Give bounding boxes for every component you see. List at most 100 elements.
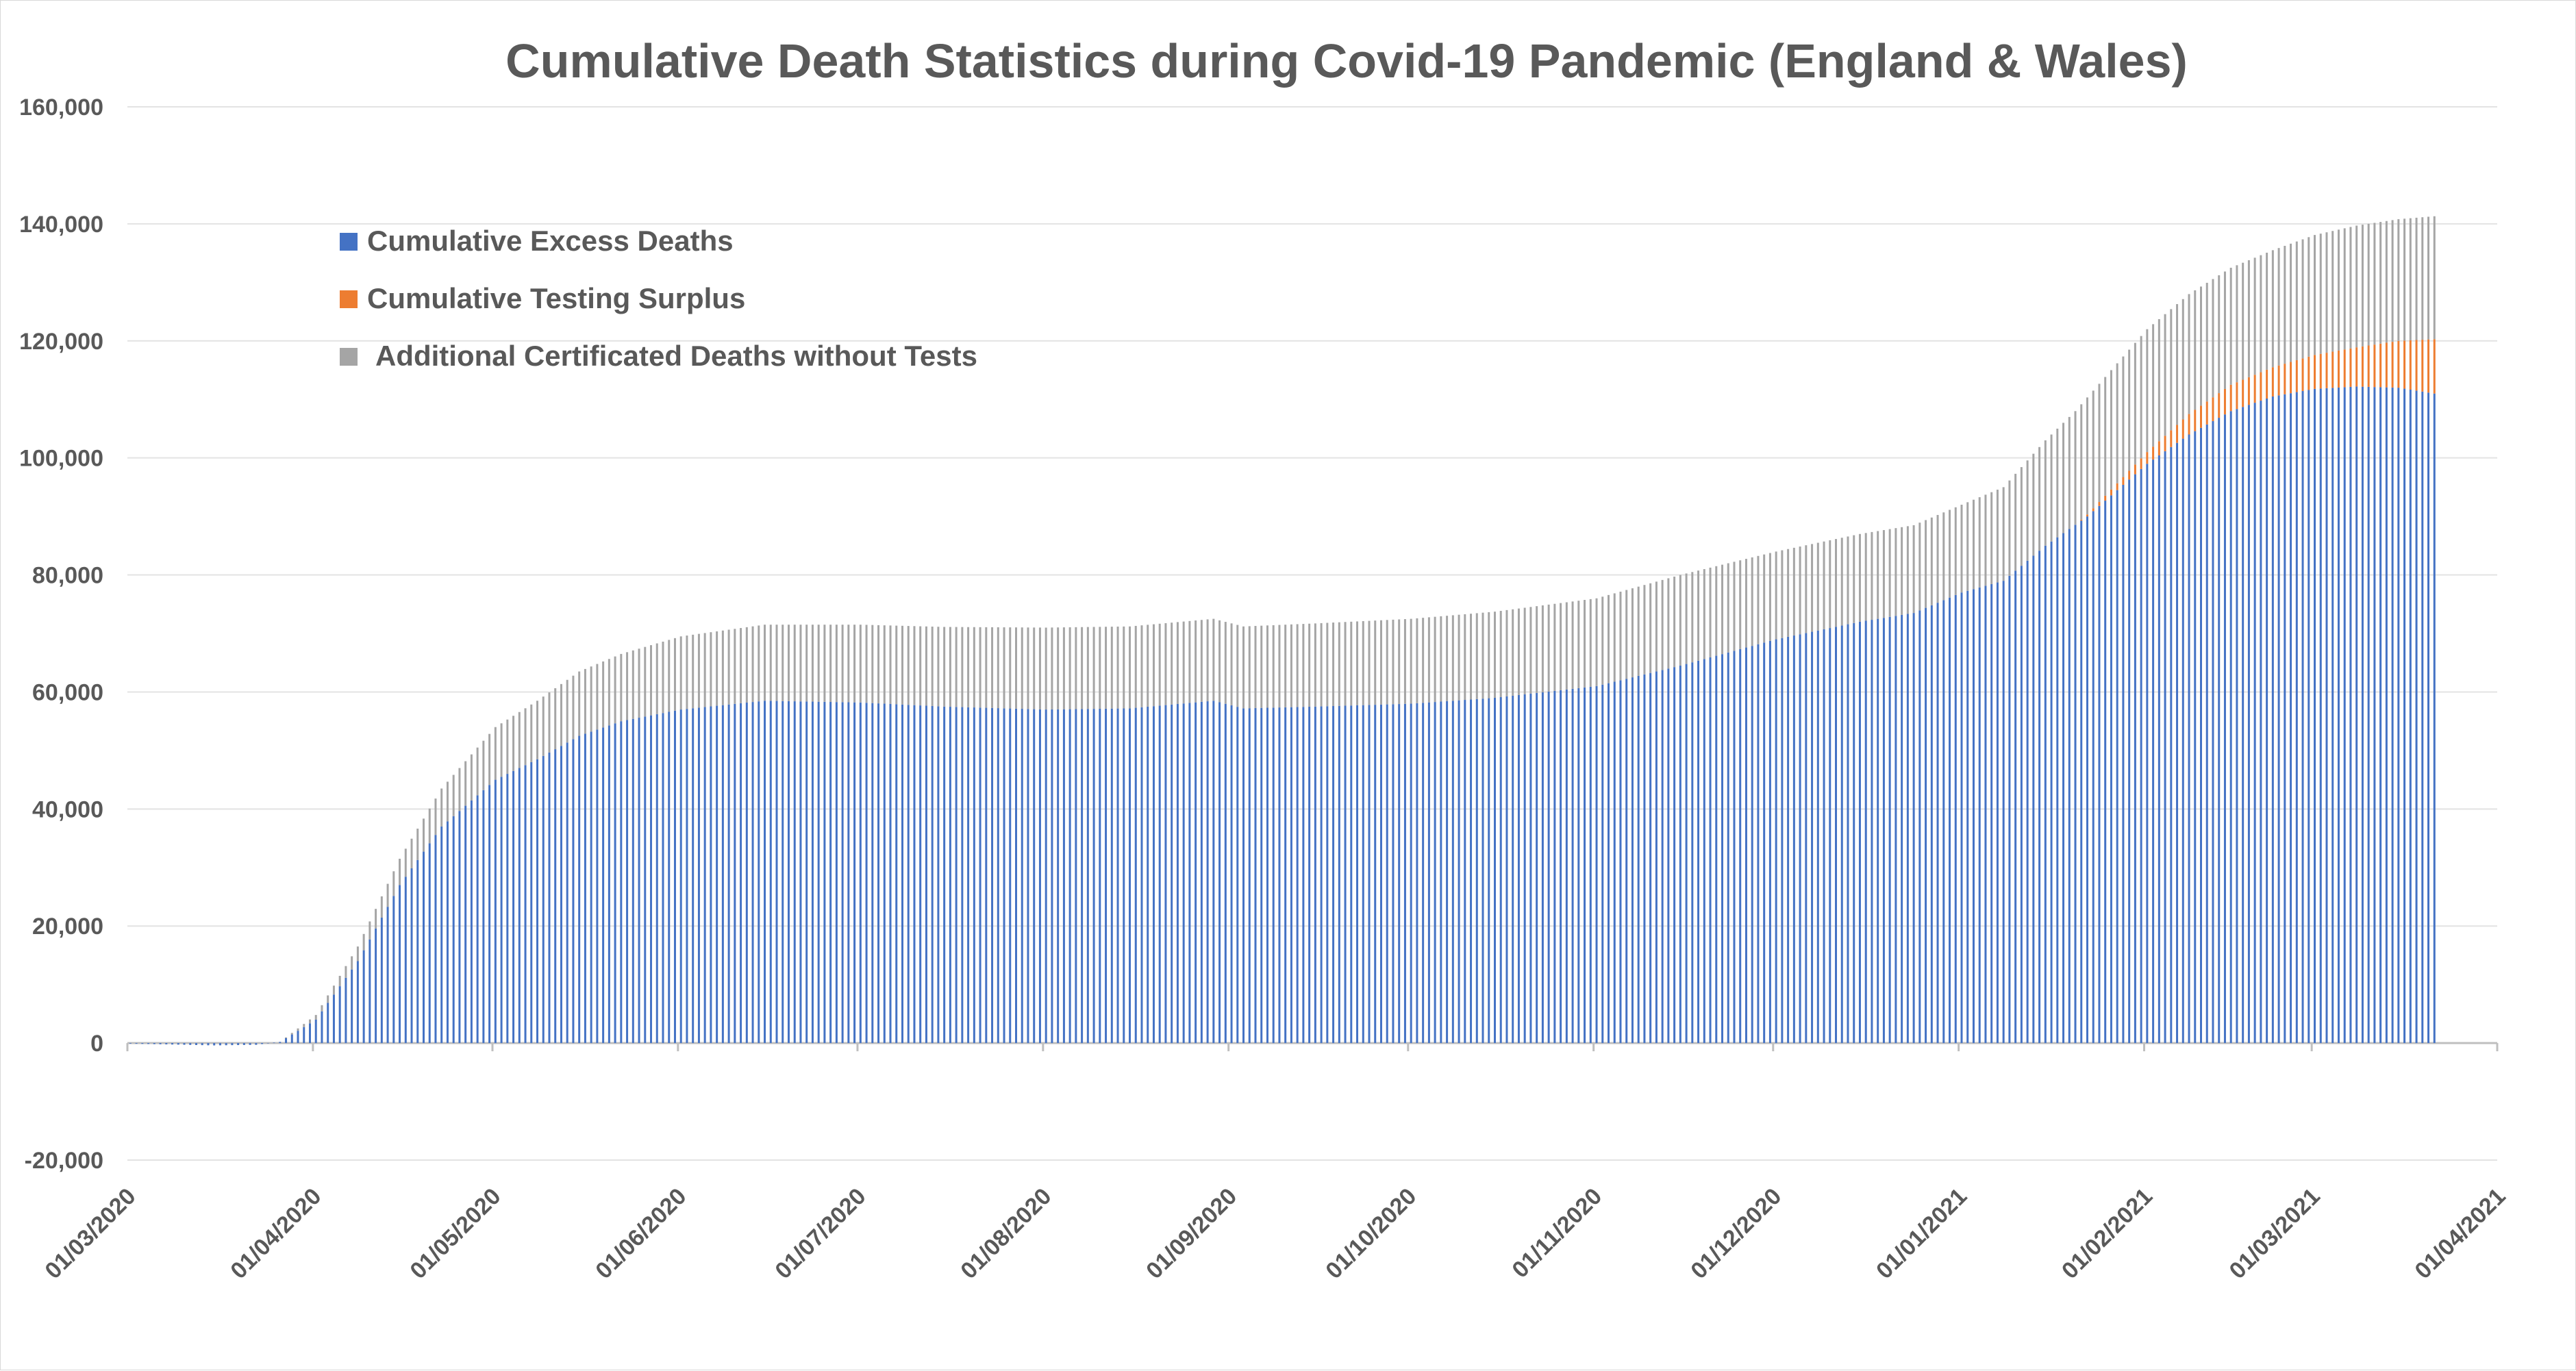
bar-segment (1619, 591, 1622, 681)
bar-segment (2038, 446, 2041, 551)
bar-segment (1081, 709, 1084, 1044)
bar-segment (2253, 403, 2256, 1044)
bar-segment (2223, 271, 2226, 389)
bar-segment (399, 858, 401, 885)
bar-segment (1835, 627, 1838, 1044)
bar-segment (823, 625, 826, 702)
bar-segment (1434, 616, 1436, 703)
x-tick-label: 01/07/2020 (770, 1183, 871, 1284)
bar-segment (375, 928, 377, 1044)
bar-segment (1081, 627, 1084, 709)
bar-segment (476, 747, 479, 796)
bar-segment (1434, 702, 1436, 1044)
bar-segment (2068, 416, 2071, 529)
bar-segment (536, 759, 539, 1044)
bar-segment (1332, 622, 1335, 706)
bar-segment (2134, 342, 2136, 465)
bar-segment (1781, 550, 1784, 638)
bar-segment (1864, 620, 1867, 1044)
bar-segment (985, 627, 988, 708)
bar-segment (2308, 356, 2310, 390)
bar-segment (2409, 389, 2412, 1044)
bar-segment (1936, 514, 1939, 603)
bar-segment (1248, 626, 1251, 709)
bar-segment (1751, 557, 1753, 646)
bar-segment (177, 1043, 179, 1045)
bar-segment (1589, 599, 1592, 687)
bar-segment (1416, 618, 1418, 703)
bar-segment (1350, 705, 1353, 1044)
bar-segment (2223, 414, 2226, 1044)
bar-segment (740, 703, 742, 1044)
bar-segment (1661, 579, 1664, 670)
bar-segment (1949, 597, 1951, 1044)
legend-label: Cumulative Excess Deaths (367, 225, 734, 257)
bar-segment (1123, 708, 1125, 1044)
bar-segment (2170, 430, 2173, 447)
bar-segment (632, 718, 634, 1044)
bar-segment (590, 666, 592, 732)
bar-segment (734, 629, 736, 704)
bar-segment (1745, 559, 1747, 648)
bar-segment (991, 627, 994, 708)
bar-segment (1966, 502, 1969, 591)
bar-segment (303, 1024, 305, 1027)
bar-segment (2343, 387, 2346, 1044)
bar-segment (2205, 282, 2208, 402)
bar-segment (632, 650, 634, 719)
bar-segment (1709, 657, 1712, 1044)
bar-segment (1350, 621, 1353, 706)
bar-segment (1529, 607, 1532, 694)
bar-segment (662, 641, 664, 714)
bar-segment (811, 625, 814, 702)
bar-segment (2277, 395, 2280, 1044)
bar-segment (1260, 707, 1263, 1044)
bar-segment (2164, 451, 2166, 1044)
bar-segment (2229, 384, 2232, 412)
bar-segment (2355, 347, 2358, 387)
bar-segment (1260, 625, 1263, 708)
bar-segment (727, 629, 730, 705)
bar-segment (2110, 495, 2112, 1044)
bar-segment (883, 625, 886, 704)
bar-segment (1811, 631, 1814, 1044)
bar-segment (764, 625, 766, 701)
bar-segment (500, 777, 503, 1044)
legend-swatch (340, 290, 358, 308)
bar-segment (2277, 248, 2280, 366)
bar-segment (1344, 705, 1347, 1044)
bar-segment (482, 790, 485, 1044)
bar-segment (1715, 655, 1718, 1044)
bar-segment (1996, 582, 1999, 1044)
bar-segment (1403, 703, 1406, 1044)
bar-segment (2427, 216, 2430, 340)
bar-segment (1033, 627, 1036, 709)
bar-segment (1685, 573, 1688, 664)
bar-segment (1212, 618, 1215, 701)
bar-segment (1577, 688, 1580, 1044)
bar-segment (2164, 436, 2166, 451)
bar-segment (1595, 598, 1598, 686)
bar-segment (1062, 627, 1065, 709)
bar-segment (2194, 410, 2197, 431)
bar-segment (1709, 567, 1712, 657)
bar-segment (1368, 620, 1371, 705)
bar-segment (1416, 703, 1418, 1044)
bar-segment (1379, 704, 1382, 1044)
bar-segment (1009, 708, 1012, 1044)
bar-segment (2343, 228, 2346, 350)
bar-segment (2152, 324, 2155, 447)
bar-segment (1422, 618, 1425, 703)
bar-segment (668, 640, 671, 712)
bar-segment (1398, 704, 1401, 1044)
bar-segment (1571, 688, 1574, 1044)
bar-segment (1536, 606, 1538, 693)
bar-segment (1057, 627, 1060, 709)
bar-segment (2205, 424, 2208, 1044)
bar-segment (1398, 619, 1401, 705)
bar-segment (740, 628, 742, 703)
bar-segment (2086, 516, 2088, 1044)
bar-segment (2164, 314, 2166, 436)
bar-segment (2290, 243, 2292, 362)
